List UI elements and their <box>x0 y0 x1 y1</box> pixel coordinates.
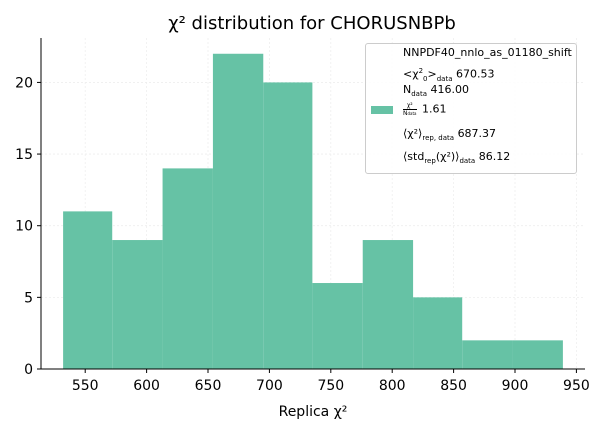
histogram-bar-3 <box>213 54 263 369</box>
chi2-rep-sub: rep, data <box>422 134 454 142</box>
std-mid: (χ²)⟩ <box>436 150 460 163</box>
x-tick-label-0: 550 <box>72 378 99 394</box>
histogram-bar-0 <box>63 211 112 369</box>
x-tick-label-7: 900 <box>502 378 529 394</box>
ratio-numerator: χ² <box>403 102 417 110</box>
histogram-bar-6 <box>363 240 413 369</box>
x-tick-label-2: 650 <box>195 378 222 394</box>
chi2-mean-sup: 2 <box>419 67 423 75</box>
legend-color-patch <box>371 106 393 114</box>
y-tick-label-1: 5 <box>24 290 33 306</box>
chi2-mean-mid: > <box>428 68 437 81</box>
legend-ratio: χ² Ndata 1.61 <box>403 102 447 117</box>
histogram-bar-9 <box>513 340 563 369</box>
x-tick-label-3: 700 <box>256 378 283 394</box>
chi2-mean-subscript: data <box>437 75 453 83</box>
x-axis-label: Replica χ² <box>279 404 348 420</box>
legend-chi2-rep: ⟨χ²⟩rep, data 687.37 <box>403 128 496 144</box>
histogram-bar-5 <box>312 283 362 369</box>
legend-std: ⟨stdrep(χ²)⟩data 86.12 <box>403 151 510 167</box>
histogram-bar-2 <box>163 168 213 369</box>
y-ticks: 0 5 10 15 20 <box>15 75 41 378</box>
ratio-denominator: Ndata <box>403 110 417 117</box>
histogram-bar-7 <box>413 297 462 369</box>
chi2-mean-value: 670.53 <box>456 68 495 81</box>
x-tick-label-5: 800 <box>379 378 406 394</box>
histogram-bar-4 <box>263 82 312 369</box>
std-sub2: data <box>459 157 475 165</box>
x-tick-label-6: 850 <box>440 378 467 394</box>
ratio-den-sub: data <box>408 111 417 116</box>
std-sub1: rep <box>424 157 435 165</box>
x-tick-label-1: 600 <box>133 378 160 394</box>
legend-series-name: NNPDF40_nnlo_as_01180_shift <box>403 47 572 59</box>
std-open: ⟨std <box>403 150 424 163</box>
x-tick-label-8: 950 <box>563 378 590 394</box>
legend-chi2-mean: <χ20>data 670.53 <box>403 65 495 85</box>
ndata-main: N <box>403 83 411 96</box>
chi2-rep-main: ⟨χ²⟩ <box>403 127 422 140</box>
ndata-sub: data <box>411 90 427 98</box>
x-ticks: 550 600 650 700 750 800 850 900 950 <box>72 369 590 394</box>
x-tick-label-4: 750 <box>317 378 344 394</box>
ndata-value: 416.00 <box>431 83 470 96</box>
y-tick-label-4: 20 <box>15 75 33 91</box>
y-tick-label-0: 0 <box>24 362 33 378</box>
chi2-mean-prefix: <χ <box>403 68 419 81</box>
std-value: 86.12 <box>479 150 511 163</box>
histogram-bar-8 <box>462 340 512 369</box>
y-tick-label-3: 15 <box>15 147 33 163</box>
ratio-fraction: χ² Ndata <box>403 102 417 117</box>
legend-ndata: Ndata 416.00 <box>403 84 469 100</box>
y-tick-label-2: 10 <box>15 219 33 235</box>
legend: NNPDF40_nnlo_as_01180_shift <χ20>data 67… <box>365 43 577 174</box>
ratio-value: 1.61 <box>422 103 447 116</box>
chi2-rep-value: 687.37 <box>458 127 497 140</box>
chart-title: χ² distribution for CHORUSNBPb <box>168 13 456 34</box>
histogram-bar-1 <box>112 240 162 369</box>
